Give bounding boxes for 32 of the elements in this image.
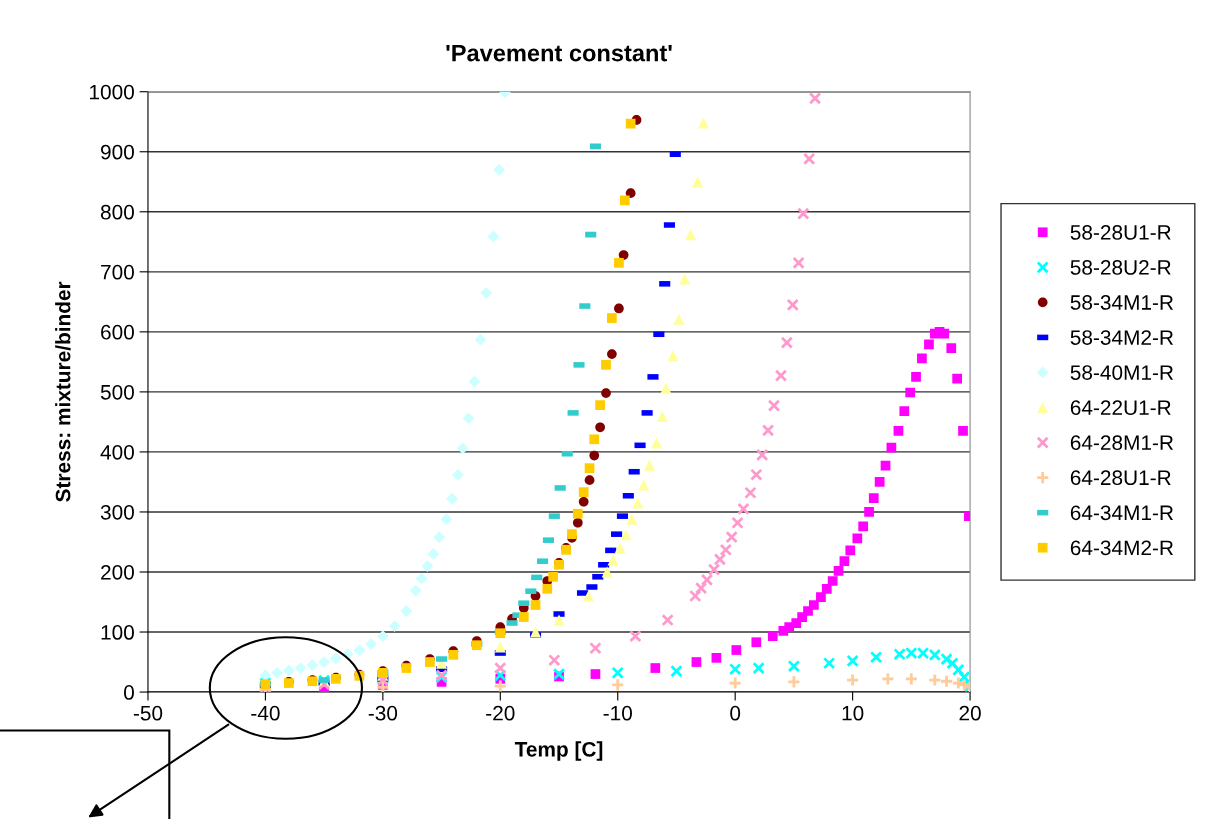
legend-label: 64-34M2-R (1070, 540, 1174, 556)
legend-label: 58-34M1-R (1070, 295, 1174, 310)
legend-label: 58-28U2-R (1070, 260, 1171, 275)
y-tick-label: 1000 (90, 84, 134, 100)
legend-label: 64-28M1-R (1070, 435, 1174, 451)
legend-label: 58-28U1-R (1070, 225, 1171, 240)
x-tick-label: 10 (842, 705, 864, 721)
legend-label: 64-34M1-R (1070, 505, 1174, 521)
x-tick-label: -10 (603, 705, 632, 721)
legend-label: 58-34M2-R (1070, 330, 1174, 345)
y-tick-label: 600 (101, 324, 134, 340)
legend-label: 58-40M1-R (1070, 365, 1174, 380)
x-axis-title: Temp [C] (514, 741, 603, 761)
legend-label: 64-28U1-R (1070, 470, 1171, 486)
x-tick-label: -30 (368, 705, 398, 721)
y-tick-label: 200 (101, 564, 134, 580)
y-tick-label: 800 (100, 204, 134, 220)
y-tick-label: 400 (100, 444, 134, 460)
y-tick-label: 700 (101, 264, 134, 280)
x-tick-label: 0 (730, 705, 741, 721)
y-tick-label: 100 (101, 625, 134, 640)
x-tick-label: -50 (133, 705, 163, 721)
y-tick-label: 300 (100, 504, 134, 520)
y-tick-label: 0 (124, 685, 134, 700)
y-axis-title: Stress: mixture/binder (55, 281, 71, 502)
y-tick-label: 500 (100, 384, 134, 400)
legend-label: 64-22U1-R (1070, 400, 1171, 416)
x-tick-label: -40 (251, 705, 280, 721)
y-tick-label: 900 (101, 144, 134, 160)
x-tick-label: -20 (486, 705, 515, 721)
chart-title: 'Pavement constant' (446, 44, 672, 62)
x-tick-label: 20 (959, 705, 981, 721)
